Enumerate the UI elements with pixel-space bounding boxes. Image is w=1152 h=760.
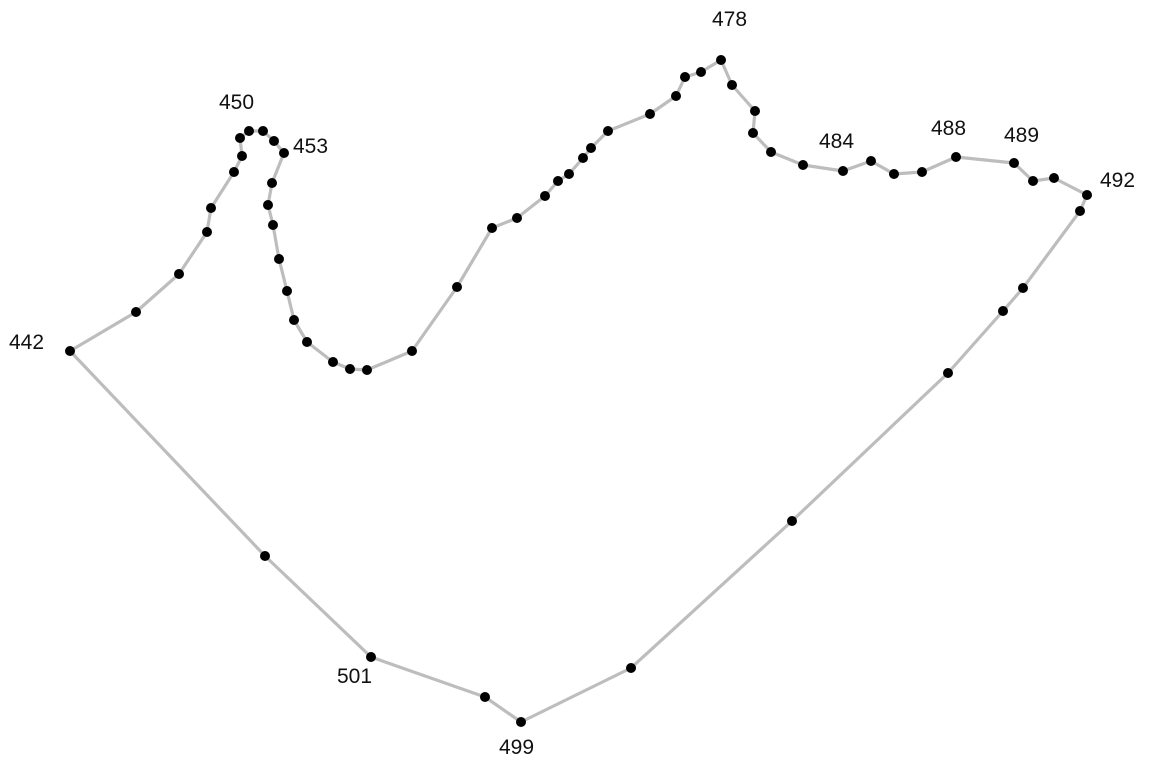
vertex-point	[889, 169, 899, 179]
label-group: 442 450 453 478 484 488 489 492 499 501	[9, 8, 1135, 759]
vertex-point	[540, 191, 550, 201]
vertex-point	[998, 306, 1008, 316]
vertex-label-489: 489	[1004, 124, 1039, 147]
vertex-point	[943, 368, 953, 378]
vertex-label-442: 442	[9, 331, 44, 354]
vertex-point	[452, 282, 462, 292]
vertex-point	[626, 663, 636, 673]
vertex-point	[696, 67, 706, 77]
vertex-point	[1028, 176, 1038, 186]
vertex-label-499: 499	[499, 736, 534, 759]
vertex-point	[229, 167, 239, 177]
vertex-label-478: 478	[712, 8, 747, 31]
vertex-group	[65, 55, 1092, 727]
vertex-point	[362, 365, 372, 375]
vertex-point	[917, 167, 927, 177]
vertex-point	[487, 223, 497, 233]
vertex-point	[1009, 158, 1019, 168]
vertex-point	[263, 200, 273, 210]
vertex-point	[269, 136, 279, 146]
vertex-point	[1018, 283, 1028, 293]
vertex-point	[838, 166, 848, 176]
vertex-label-453: 453	[293, 135, 328, 158]
vertex-point	[131, 307, 141, 317]
vertex-label-501: 501	[337, 665, 372, 688]
vertex-point	[407, 346, 417, 356]
vertex-label-492: 492	[1100, 169, 1135, 192]
vertex-point	[268, 220, 278, 230]
vertex-point	[328, 357, 338, 367]
vertex-point	[235, 133, 245, 143]
vertex-point	[1082, 190, 1092, 200]
vertex-point	[512, 213, 522, 223]
vertex-point	[586, 143, 596, 153]
vertex-point	[282, 286, 292, 296]
vertex-point	[258, 126, 268, 136]
vertex-point	[727, 80, 737, 90]
vertex-point	[787, 516, 797, 526]
vertex-point	[202, 227, 212, 237]
vertex-point	[951, 152, 961, 162]
vertex-point	[267, 178, 277, 188]
vertex-point	[237, 151, 247, 161]
vertex-point	[206, 203, 216, 213]
vertex-point	[716, 55, 726, 65]
vertex-point	[244, 126, 254, 136]
vertex-point	[553, 176, 563, 186]
vertex-point	[302, 337, 312, 347]
vertex-point	[766, 147, 776, 157]
vertex-label-450: 450	[219, 91, 254, 114]
vertex-point	[748, 128, 758, 138]
vertex-point	[289, 315, 299, 325]
vertex-point	[750, 106, 760, 116]
vertex-label-484: 484	[819, 130, 854, 153]
vertex-point	[274, 254, 284, 264]
vertex-point	[345, 364, 355, 374]
vertex-point	[564, 169, 574, 179]
vertex-point	[65, 346, 75, 356]
vertex-point	[260, 551, 270, 561]
vertex-point	[671, 91, 681, 101]
vertex-point	[516, 717, 526, 727]
vertex-point	[480, 692, 490, 702]
vertex-point	[680, 72, 690, 82]
vertex-point	[866, 156, 876, 166]
vertex-point	[578, 153, 588, 163]
vertex-label-488: 488	[931, 117, 966, 140]
vertex-point	[603, 126, 613, 136]
vertex-point	[798, 160, 808, 170]
vertex-point	[1075, 206, 1085, 216]
vertex-point	[1049, 173, 1059, 183]
vertex-point	[366, 652, 376, 662]
vertex-point	[174, 269, 184, 279]
vertex-point	[279, 148, 289, 158]
vertex-point	[645, 109, 655, 119]
